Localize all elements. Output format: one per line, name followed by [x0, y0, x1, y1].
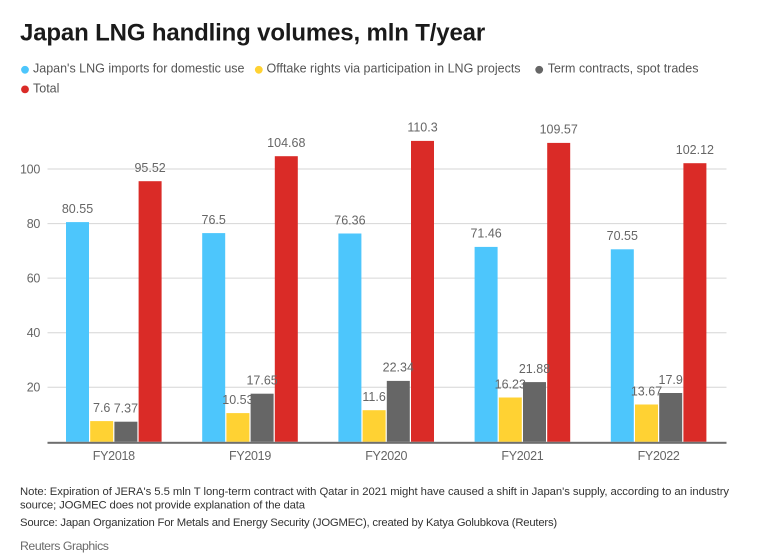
svg-text:16.23: 16.23	[495, 377, 526, 391]
svg-text:22.34: 22.34	[383, 361, 414, 375]
svg-text:Note: Expiration of JERA's 5.5: Note: Expiration of JERA's 5.5 mln T lon…	[20, 486, 729, 498]
svg-text:76.5: 76.5	[202, 213, 226, 227]
svg-text:70.55: 70.55	[607, 229, 638, 243]
svg-text:102.12: 102.12	[676, 143, 714, 157]
svg-text:FY2019: FY2019	[229, 449, 271, 463]
svg-text:source; JOGMEC does not provid: source; JOGMEC does not provide explanat…	[20, 500, 306, 512]
svg-text:10.53: 10.53	[222, 393, 253, 407]
svg-text:Term contracts, spot trades: Term contracts, spot trades	[548, 61, 699, 75]
svg-text:FY2022: FY2022	[638, 449, 680, 463]
svg-text:Reuters Graphics: Reuters Graphics	[20, 539, 109, 553]
svg-text:Source: Japan Organization For: Source: Japan Organization For Metals an…	[20, 517, 557, 529]
svg-text:95.52: 95.52	[134, 161, 165, 175]
svg-text:40: 40	[27, 326, 41, 340]
svg-text:110.3: 110.3	[407, 121, 437, 135]
svg-text:FY2021: FY2021	[501, 449, 543, 463]
svg-text:Japan's LNG imports for domest: Japan's LNG imports for domestic use	[33, 61, 245, 75]
svg-text:13.67: 13.67	[631, 384, 662, 398]
svg-text:11.6: 11.6	[362, 390, 385, 404]
svg-text:71.46: 71.46	[470, 227, 501, 241]
svg-text:7.6: 7.6	[93, 401, 110, 415]
svg-text:FY2018: FY2018	[93, 449, 135, 463]
svg-text:21.88: 21.88	[519, 362, 550, 376]
svg-text:104.68: 104.68	[267, 136, 305, 150]
svg-text:Total: Total	[33, 81, 59, 95]
svg-text:100: 100	[20, 162, 40, 176]
svg-text:80.55: 80.55	[62, 202, 93, 216]
svg-text:80: 80	[27, 217, 41, 231]
svg-text:17.9: 17.9	[659, 373, 683, 387]
svg-text:Japan LNG handling volumes, ml: Japan LNG handling volumes, mln T/year	[20, 20, 485, 47]
svg-text:17.65: 17.65	[246, 374, 277, 388]
svg-text:109.57: 109.57	[540, 123, 578, 137]
svg-text:60: 60	[27, 272, 41, 286]
svg-text:7.37: 7.37	[114, 402, 138, 416]
svg-text:FY2020: FY2020	[365, 449, 407, 463]
svg-text:20: 20	[27, 381, 41, 395]
svg-text:76.36: 76.36	[334, 213, 365, 227]
svg-text:Offtake rights via participati: Offtake rights via participation in LNG …	[267, 61, 521, 75]
